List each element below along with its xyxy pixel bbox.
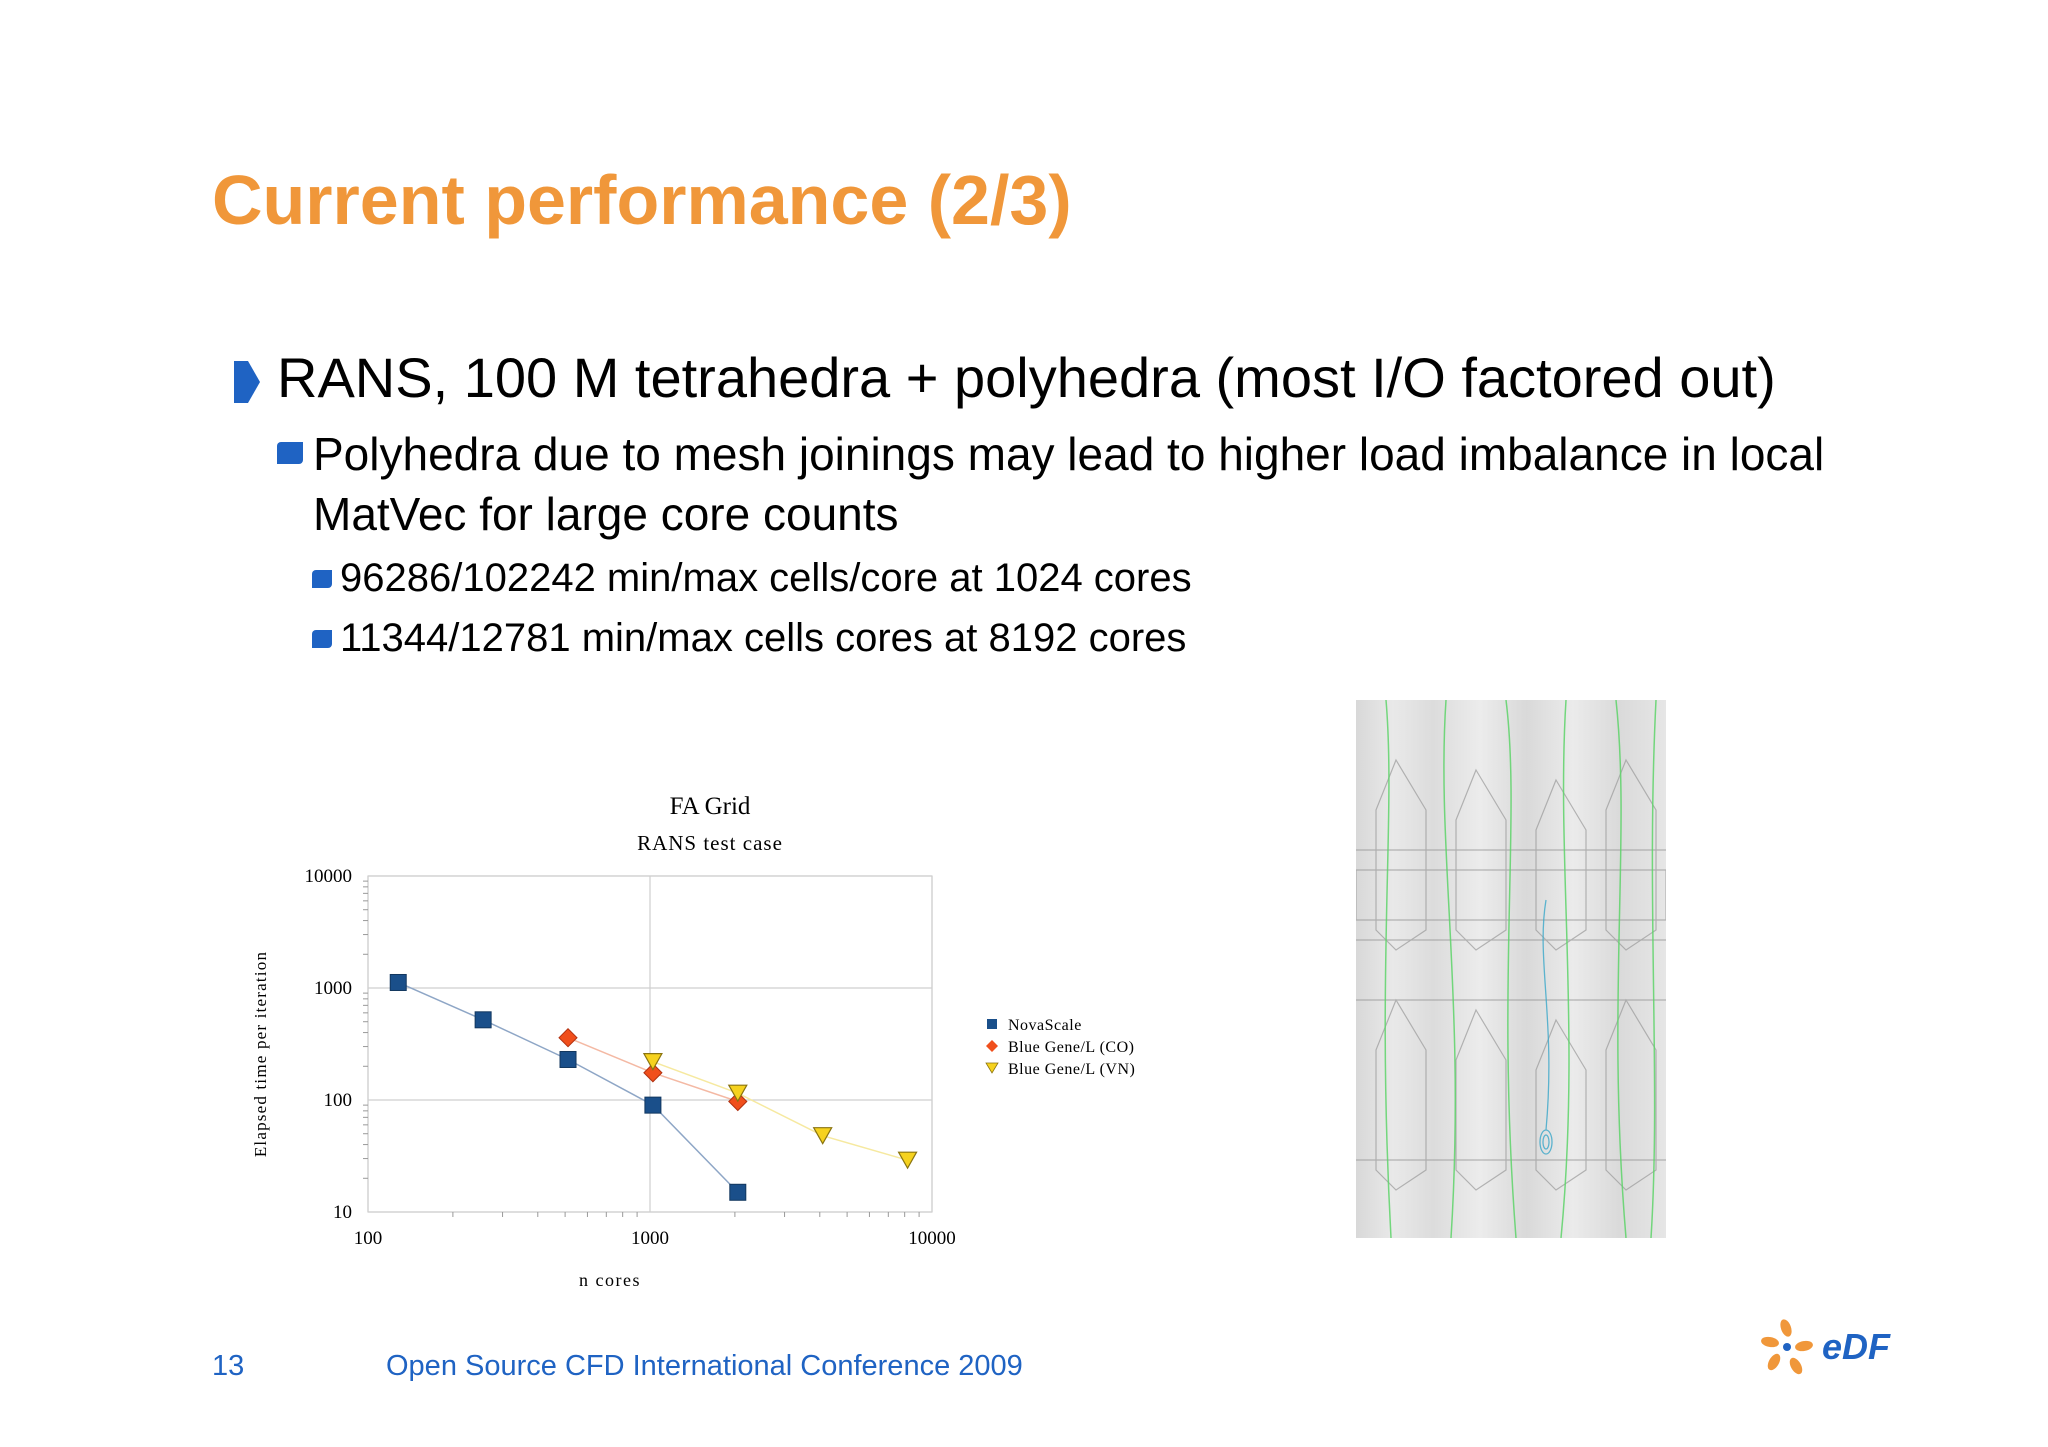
square-bullet-icon (312, 570, 332, 588)
data-point-square (644, 1096, 662, 1114)
streamlines-illustration (1355, 699, 1667, 1239)
y-axis-label: Elapsed time per iteration (251, 951, 270, 1157)
flow-simulation-image (1355, 699, 1667, 1239)
square-bullet-icon (277, 442, 303, 464)
data-point-square (389, 973, 407, 991)
x-tick-label: 10000 (908, 1228, 956, 1249)
series-line (652, 1060, 908, 1161)
bullet-level2-text: Polyhedra due to mesh joinings may lead … (313, 428, 1825, 540)
y-tick-label: 10000 (305, 866, 353, 887)
chart-subtitle: RANS test case (637, 831, 783, 855)
legend-entry: Blue Gene/L (CO) (1008, 1039, 1134, 1056)
legend-entry: NovaScale (1008, 1017, 1082, 1034)
x-tick-label: 100 (354, 1228, 383, 1249)
square-bullet-icon (312, 630, 332, 648)
edf-logo-icon (1761, 1319, 1813, 1375)
chart-title: FA Grid (670, 793, 751, 820)
legend-swatch-square (987, 1019, 997, 1029)
bullet-level1-text: RANS, 100 M tetrahedra + polyhedra (most… (277, 346, 1776, 409)
data-point-diamond (643, 1063, 663, 1083)
legend-entry: Blue Gene/L (VN) (1008, 1061, 1135, 1078)
data-point-diamond (558, 1027, 578, 1048)
data-point-triangle (727, 1084, 748, 1103)
data-point-triangle (897, 1151, 918, 1170)
slide-title: Current performance (2/3) (212, 161, 1072, 239)
legend-swatch-diamond (986, 1040, 998, 1052)
legend-swatch-triangle (985, 1062, 999, 1074)
x-axis-label: n cores (579, 1270, 641, 1290)
y-tick-label: 100 (324, 1090, 353, 1111)
data-point-triangle (812, 1127, 833, 1145)
arrow-bullet-icon (234, 361, 260, 403)
data-point-square (474, 1011, 492, 1029)
x-tick-label: 1000 (631, 1228, 669, 1249)
data-point-triangle (642, 1053, 663, 1071)
data-point-square (559, 1050, 577, 1068)
edf-logo-text: eDF (1822, 1326, 1891, 1367)
page-number: 13 (212, 1350, 245, 1382)
data-point-square (729, 1183, 747, 1201)
bullet-level3-b-text: 11344/12781 min/max cells cores at 8192 … (340, 616, 1187, 660)
footer-conference: Open Source CFD International Conference… (386, 1350, 1023, 1382)
y-tick-label: 10 (333, 1202, 352, 1223)
bullet-level3-a-text: 96286/102242 min/max cells/core at 1024 … (340, 556, 1192, 600)
bullet-level2: Polyhedra due to mesh joinings may lead … (277, 424, 1837, 544)
y-tick-label: 1000 (314, 978, 352, 999)
